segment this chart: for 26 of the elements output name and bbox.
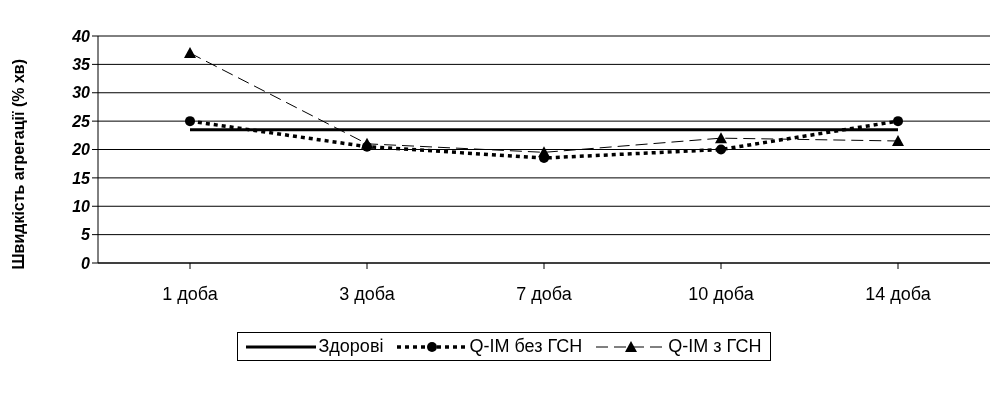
y-tick-label: 10	[72, 197, 91, 215]
y-tick-label: 40	[71, 27, 91, 45]
y-tick-label: 20	[71, 141, 91, 159]
y-axis-title: Швидкість агрегації (% хв)	[9, 59, 27, 270]
y-tick-label: 5	[81, 226, 92, 244]
point	[893, 116, 903, 127]
legend-label: Здорові	[318, 336, 384, 357]
legend-label: Q-IM без ГСН	[469, 336, 583, 357]
point	[184, 47, 196, 59]
y-tick-label: 0	[81, 254, 91, 272]
x-tick-label: 7 доба	[516, 283, 573, 304]
point	[361, 137, 373, 149]
y-tick-label: 30	[72, 84, 91, 102]
x-tick-label: 3 доба	[339, 283, 396, 304]
x-tick-label: 14 доба	[865, 283, 932, 304]
point	[892, 134, 904, 146]
y-tick-label: 35	[72, 56, 92, 74]
y-tick-label: 15	[72, 169, 92, 187]
x-tick-label: 1 доба	[162, 283, 219, 304]
point	[716, 144, 726, 155]
point	[185, 116, 195, 127]
legend-label: Q-IM з ГСН	[668, 336, 762, 357]
point	[538, 146, 550, 158]
x-tick-label: 10 доба	[688, 283, 755, 304]
y-tick-label: 25	[71, 112, 92, 130]
point	[715, 132, 727, 144]
